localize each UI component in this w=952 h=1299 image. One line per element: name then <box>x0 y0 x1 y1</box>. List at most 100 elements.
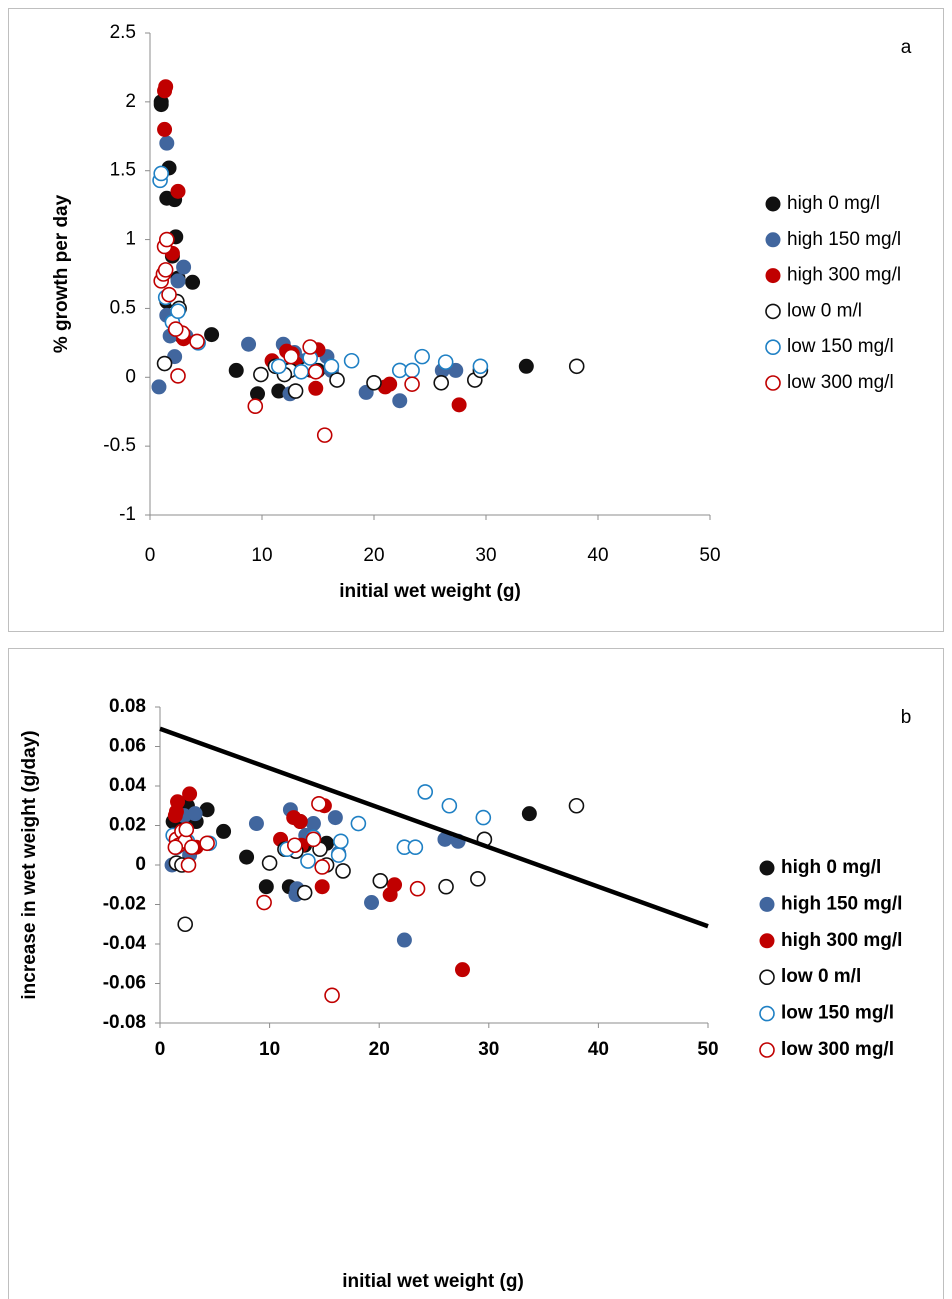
y-tick-label: -0.5 <box>103 435 136 456</box>
y-tick-label: 2 <box>125 91 136 112</box>
data-point <box>451 397 467 413</box>
y-tick-label: 0.06 <box>109 736 146 757</box>
legend-marker <box>765 232 781 248</box>
data-point <box>292 814 308 830</box>
data-point <box>176 259 192 275</box>
x-tick-label: 50 <box>697 1039 718 1060</box>
data-point <box>314 879 330 895</box>
data-point <box>167 321 184 337</box>
data-point <box>568 358 585 375</box>
data-point <box>323 358 340 375</box>
x-tick-label: 20 <box>369 1039 390 1060</box>
data-point <box>417 784 434 800</box>
data-point <box>305 831 322 848</box>
data-point <box>167 839 184 856</box>
data-point <box>185 274 201 290</box>
legend-label: high 0 mg/l <box>781 857 881 878</box>
legend-label: low 150 mg/l <box>787 336 894 357</box>
legend-marker <box>759 969 775 986</box>
y-axis-title: % growth per day <box>51 194 72 353</box>
data-point <box>333 833 349 850</box>
data-point <box>293 363 310 380</box>
data-point <box>311 795 327 812</box>
data-point <box>414 348 430 365</box>
y-tick-label: 0 <box>125 366 136 387</box>
data-point <box>153 165 169 182</box>
data-point <box>329 372 345 388</box>
data-point <box>157 262 174 278</box>
data-point <box>159 135 175 151</box>
data-point <box>308 380 324 396</box>
data-point <box>396 932 412 948</box>
data-point <box>287 837 303 854</box>
legend-label: low 300 mg/l <box>787 372 894 393</box>
panel-label: a <box>901 37 912 58</box>
data-point <box>404 376 420 392</box>
data-point <box>300 853 316 869</box>
data-point <box>183 839 200 856</box>
legend-label: low 150 mg/l <box>781 1003 894 1024</box>
x-tick-label: 0 <box>145 545 156 566</box>
data-point <box>187 806 203 822</box>
data-point <box>283 348 299 365</box>
x-axis-title: initial wet weight (g) <box>339 581 521 602</box>
data-point <box>350 815 367 832</box>
data-point <box>167 808 183 824</box>
data-point <box>216 823 232 839</box>
data-point <box>153 97 169 113</box>
y-tick-label: 0.02 <box>109 815 146 836</box>
y-axis-title: increase in wet weight (g/day) <box>19 730 40 999</box>
data-point <box>270 358 287 375</box>
data-point <box>239 849 255 865</box>
y-tick-label: 0.04 <box>109 775 146 796</box>
data-point <box>250 386 266 402</box>
y-tick-label: 0 <box>135 854 146 875</box>
legend-marker <box>765 303 781 320</box>
data-point <box>170 273 186 289</box>
legend-marker <box>765 196 781 212</box>
x-tick-label: 20 <box>363 545 384 566</box>
data-point <box>204 327 220 343</box>
data-point <box>382 376 398 392</box>
data-point <box>438 878 454 895</box>
y-tick-label: 1.5 <box>110 160 136 181</box>
panel-frame <box>8 648 944 1299</box>
data-point <box>404 362 420 379</box>
data-point <box>568 797 585 814</box>
x-tick-label: 0 <box>155 1039 166 1060</box>
x-tick-label: 50 <box>699 545 720 566</box>
y-tick-label: 2.5 <box>110 22 136 43</box>
data-point <box>433 374 450 391</box>
data-point <box>324 987 340 1004</box>
data-point <box>392 393 408 409</box>
y-tick-label: -0.02 <box>103 894 146 915</box>
data-point <box>437 354 454 370</box>
x-tick-label: 10 <box>259 1039 280 1060</box>
data-point <box>247 398 264 415</box>
y-tick-label: -0.06 <box>103 973 146 994</box>
data-point <box>157 121 173 137</box>
legend-marker <box>759 1042 775 1058</box>
legend-label: low 300 mg/l <box>781 1039 894 1060</box>
x-tick-label: 10 <box>251 545 272 566</box>
data-point <box>472 358 489 375</box>
legend-marker <box>765 268 781 284</box>
x-tick-label: 30 <box>475 545 496 566</box>
data-point <box>159 231 175 248</box>
legend-label: low 0 m/l <box>787 300 862 321</box>
data-point <box>261 855 278 871</box>
legend-marker <box>759 860 775 876</box>
data-point <box>253 366 269 383</box>
data-point <box>178 821 195 838</box>
data-point <box>256 894 272 911</box>
data-point <box>305 816 321 832</box>
legend-marker <box>765 339 781 356</box>
data-point <box>448 362 464 378</box>
panel-label: b <box>901 707 912 728</box>
data-point <box>470 871 486 887</box>
data-point <box>343 352 360 369</box>
x-tick-label: 30 <box>478 1039 499 1060</box>
data-point <box>158 79 174 95</box>
data-point <box>258 879 274 895</box>
